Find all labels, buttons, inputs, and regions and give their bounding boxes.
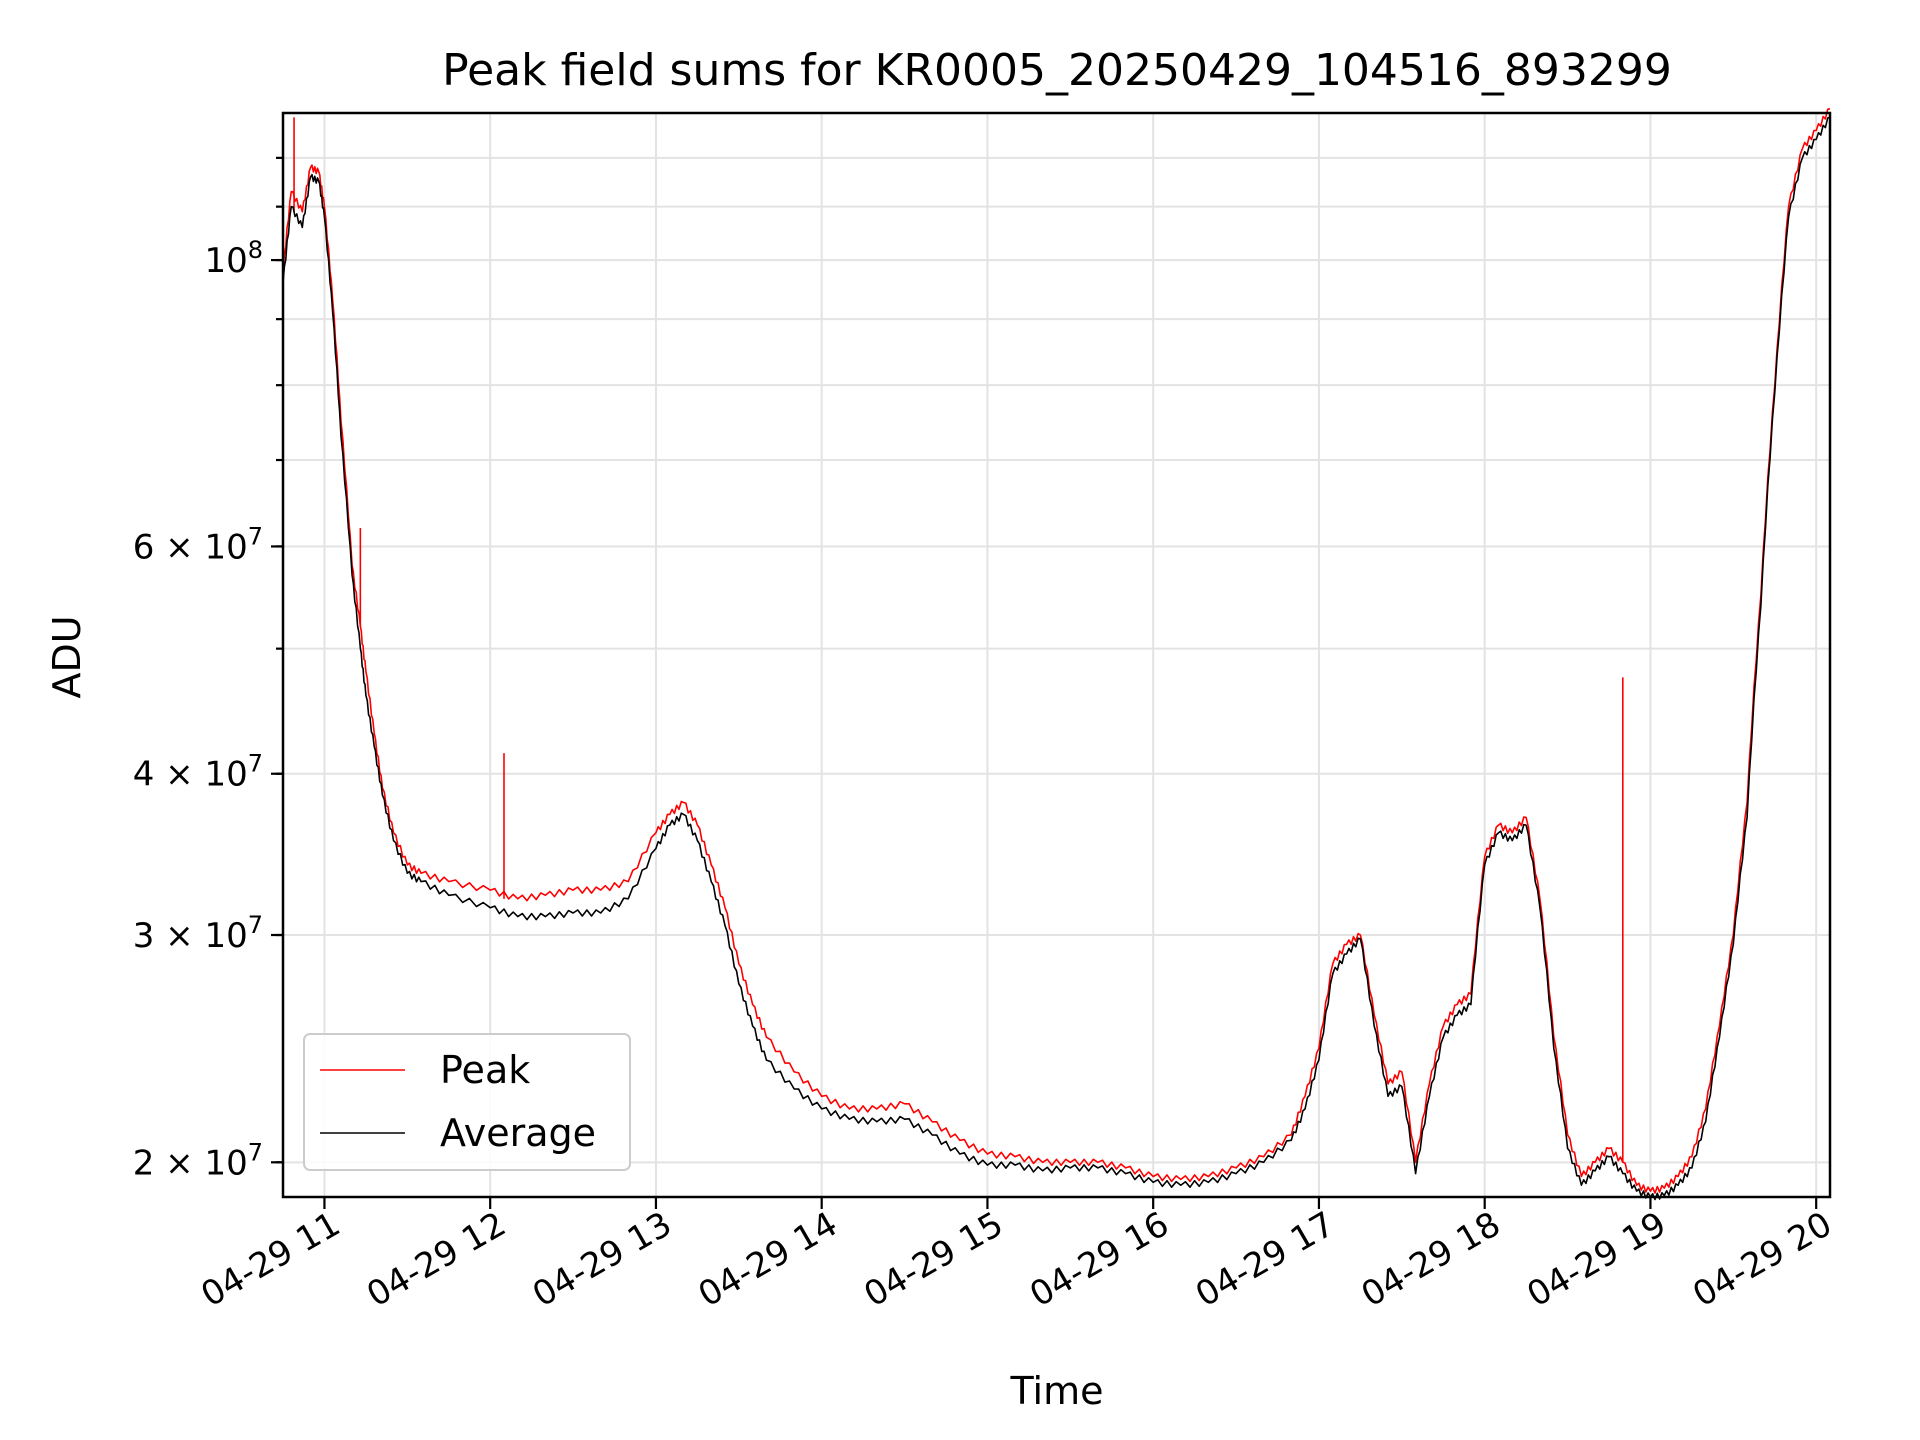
legend-label-average: Average	[440, 1111, 596, 1155]
x-axis-label: Time	[1010, 1369, 1104, 1413]
plot-frame	[281, 111, 1832, 1199]
chart-title: Peak field sums for KR0005_20250429_1045…	[442, 45, 1672, 96]
series-layer	[282, 107, 1831, 1201]
y-tick-label: 6 × 107	[133, 522, 263, 567]
legend-box	[303, 1033, 631, 1171]
series-line-peak	[282, 107, 1831, 1194]
legend: Peak Average	[303, 1033, 631, 1171]
y-tick-label: 4 × 107	[133, 750, 263, 795]
y-tick-label: 3 × 107	[133, 911, 263, 956]
y-tick-label: 2 × 107	[133, 1138, 263, 1183]
legend-label-peak: Peak	[440, 1048, 530, 1092]
series-line-average	[282, 116, 1831, 1201]
y-axis-label: ADU	[45, 615, 89, 698]
